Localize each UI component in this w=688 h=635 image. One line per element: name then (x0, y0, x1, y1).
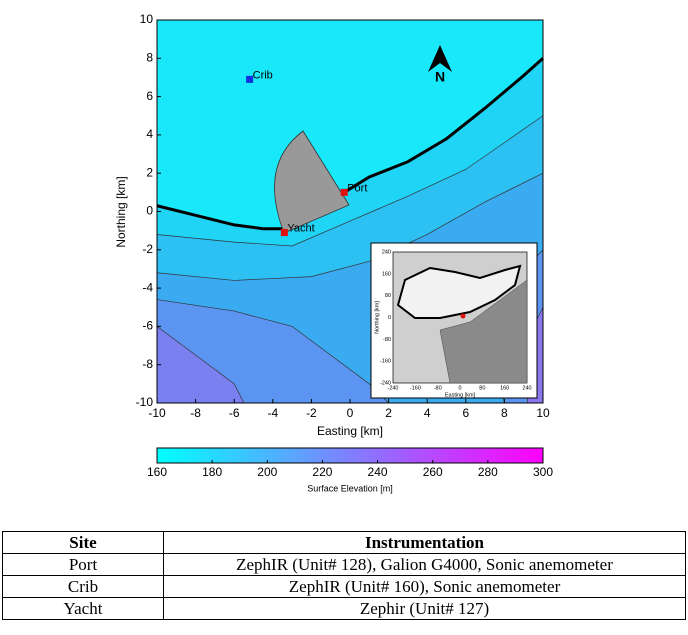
inset-terrain (439, 279, 528, 384)
colorbar-tick-label: 200 (257, 465, 277, 479)
north-label: N (435, 69, 445, 85)
site-marker (246, 75, 254, 83)
x-tick-label: -10 (148, 406, 166, 420)
x-tick-label: -4 (267, 406, 278, 420)
x-tick-label: 6 (462, 406, 469, 420)
x-tick-label: -2 (306, 406, 317, 420)
colorbar-tick-label: 260 (423, 465, 443, 479)
y-tick-label: 2 (146, 165, 153, 179)
colorbar-tick-label: 240 (368, 465, 388, 479)
table-row: Yacht Zephir (Unit# 127) (2, 597, 686, 620)
table-cell: Zephir (Unit# 127) (163, 597, 686, 620)
x-tick-label: 2 (385, 406, 392, 420)
inset-x-tick-label: 80 (479, 385, 485, 391)
header-row: Site Instrumentation (2, 531, 686, 554)
inset-x-tick-label: -80 (434, 385, 442, 391)
inset-x-label: Easting [km] (445, 392, 476, 398)
inset-x-tick-label: -240 (387, 385, 398, 391)
colorbar-label: Surface Elevation [m] (307, 483, 393, 493)
header-cell: Instrumentation (163, 531, 686, 554)
x-tick-label: 8 (501, 406, 508, 420)
x-tick-label: 4 (424, 406, 431, 420)
colorbar-tick-label: 180 (202, 465, 222, 479)
colorbar-tick-label: 220 (312, 465, 332, 479)
x-tick-label: 10 (536, 406, 550, 420)
inset-x-tick-label: -160 (410, 385, 421, 391)
y-tick-label: 4 (146, 127, 153, 141)
x-tick-label: -8 (190, 406, 201, 420)
inset-x-tick-label: 0 (458, 385, 461, 391)
table-cell: Crib (2, 575, 164, 598)
y-tick-label: 0 (146, 204, 153, 218)
inset-x-tick-label: 240 (522, 385, 531, 391)
y-tick-label: -8 (142, 357, 153, 371)
y-tick-label: 8 (146, 50, 153, 64)
y-tick-label: -6 (142, 319, 153, 333)
inset-y-tick-label: 160 (382, 271, 391, 277)
y-tick-label: -10 (136, 395, 154, 409)
inset-y-label: Northing [km] (374, 301, 380, 334)
inset-y-tick-label: -160 (380, 359, 391, 365)
y-tick-label: -2 (142, 242, 153, 256)
colorbar-tick-label: 280 (478, 465, 498, 479)
table-cell: ZephIR (Unit# 128), Galion G4000, Sonic … (163, 553, 686, 576)
inset-y-tick-label: -240 (380, 380, 391, 386)
table: Site Instrumentation Port ZephIR (Unit# 128… (2, 531, 686, 620)
x-axis-label: Easting [km] (317, 424, 383, 438)
site-label: Port (347, 182, 367, 194)
inset-y-tick-label: 80 (385, 293, 391, 299)
inset-lake (396, 264, 522, 319)
inset-y-tick-label: 240 (382, 249, 391, 255)
table-row: Port ZephIR (Unit# 128), Galion G4000, So… (2, 553, 686, 576)
colorbar-tick-label: 160 (147, 465, 167, 479)
x-tick-label: 0 (347, 406, 354, 420)
colorbar (156, 447, 544, 464)
inset-site (460, 313, 466, 319)
site-label: Crib (253, 69, 273, 81)
x-tick-label: -6 (229, 406, 240, 420)
y-axis-label: Northing [km] (114, 176, 128, 247)
site-marker (340, 188, 348, 196)
inset-x-tick-label: 160 (500, 385, 509, 391)
inset-y-tick-label: -80 (383, 337, 391, 343)
y-tick-label: -4 (142, 280, 153, 294)
site-label: Yacht (287, 222, 314, 234)
table-row: Crib ZephIR (Unit# 160), Sonic anemometer (2, 575, 686, 598)
y-tick-label: 6 (146, 89, 153, 103)
inset-y-tick-label: 0 (388, 315, 391, 321)
table-cell: ZephIR (Unit# 160), Sonic anemometer (163, 575, 686, 598)
scan-sector (274, 130, 350, 234)
header-cell: Site (2, 531, 164, 554)
colorbar-tick-label: 300 (533, 465, 553, 479)
map: N (156, 19, 544, 404)
site-marker (280, 229, 288, 237)
table-cell: Port (2, 553, 164, 576)
y-tick-label: 10 (140, 12, 154, 26)
figure: N Easting [km] Northing [km] Surface Ele… (114, 12, 553, 493)
table-cell: Yacht (2, 597, 164, 620)
north-arrow (428, 45, 452, 72)
